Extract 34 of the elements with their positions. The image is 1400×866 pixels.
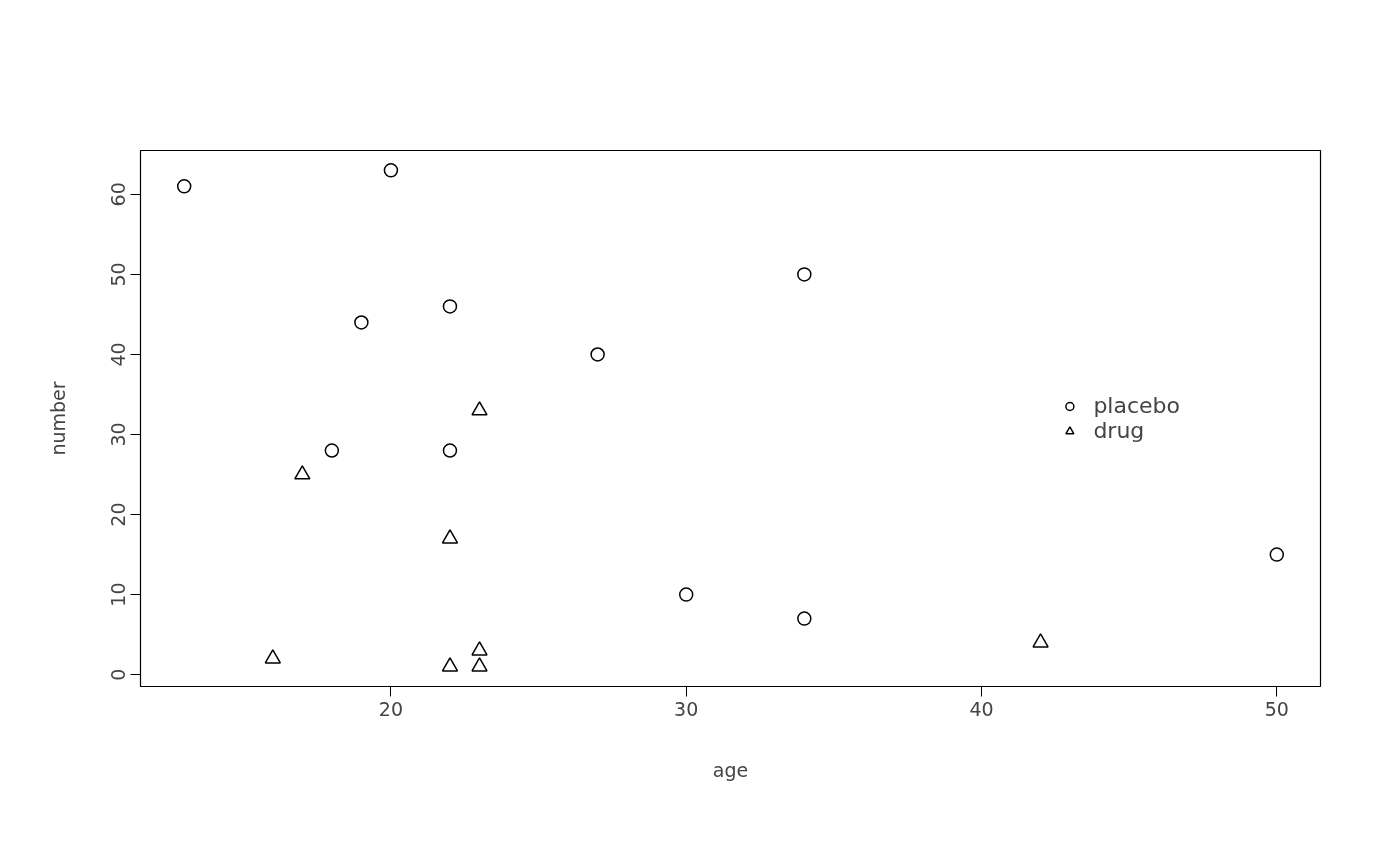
point: [441, 529, 459, 544]
point: [471, 641, 488, 656]
x-axis-title: age: [712, 758, 749, 781]
x-tick-label: 30: [674, 697, 699, 720]
point: [1032, 633, 1049, 648]
point: [442, 299, 458, 314]
y-tick-label: 20: [107, 502, 130, 527]
point: [590, 347, 605, 362]
y-tick-label: 30: [107, 422, 130, 447]
x-tick-label: 40: [969, 697, 994, 720]
legend-label: placebo: [1093, 393, 1180, 418]
point: [797, 267, 812, 282]
point: [264, 649, 282, 664]
legend-label: drug: [1093, 418, 1145, 443]
y-tick-label: 40: [107, 342, 130, 367]
point: [176, 179, 192, 194]
point: [1269, 547, 1285, 562]
y-tick-label: 60: [107, 182, 130, 207]
point: [324, 443, 340, 458]
point: [471, 657, 488, 672]
point: [294, 465, 311, 480]
x-tick-label: 20: [378, 697, 404, 720]
point: [471, 401, 488, 416]
point: [441, 657, 459, 672]
point: [383, 163, 399, 178]
y-tick-label: 10: [107, 582, 130, 607]
y-tick-label: 50: [107, 262, 130, 287]
x-tick-label: 50: [1264, 697, 1289, 720]
point: [442, 443, 458, 458]
point: [797, 611, 812, 626]
y-axis-title: number: [46, 381, 69, 456]
y-tick-label: 0: [107, 668, 130, 681]
point: [354, 315, 369, 330]
point: [678, 587, 694, 602]
